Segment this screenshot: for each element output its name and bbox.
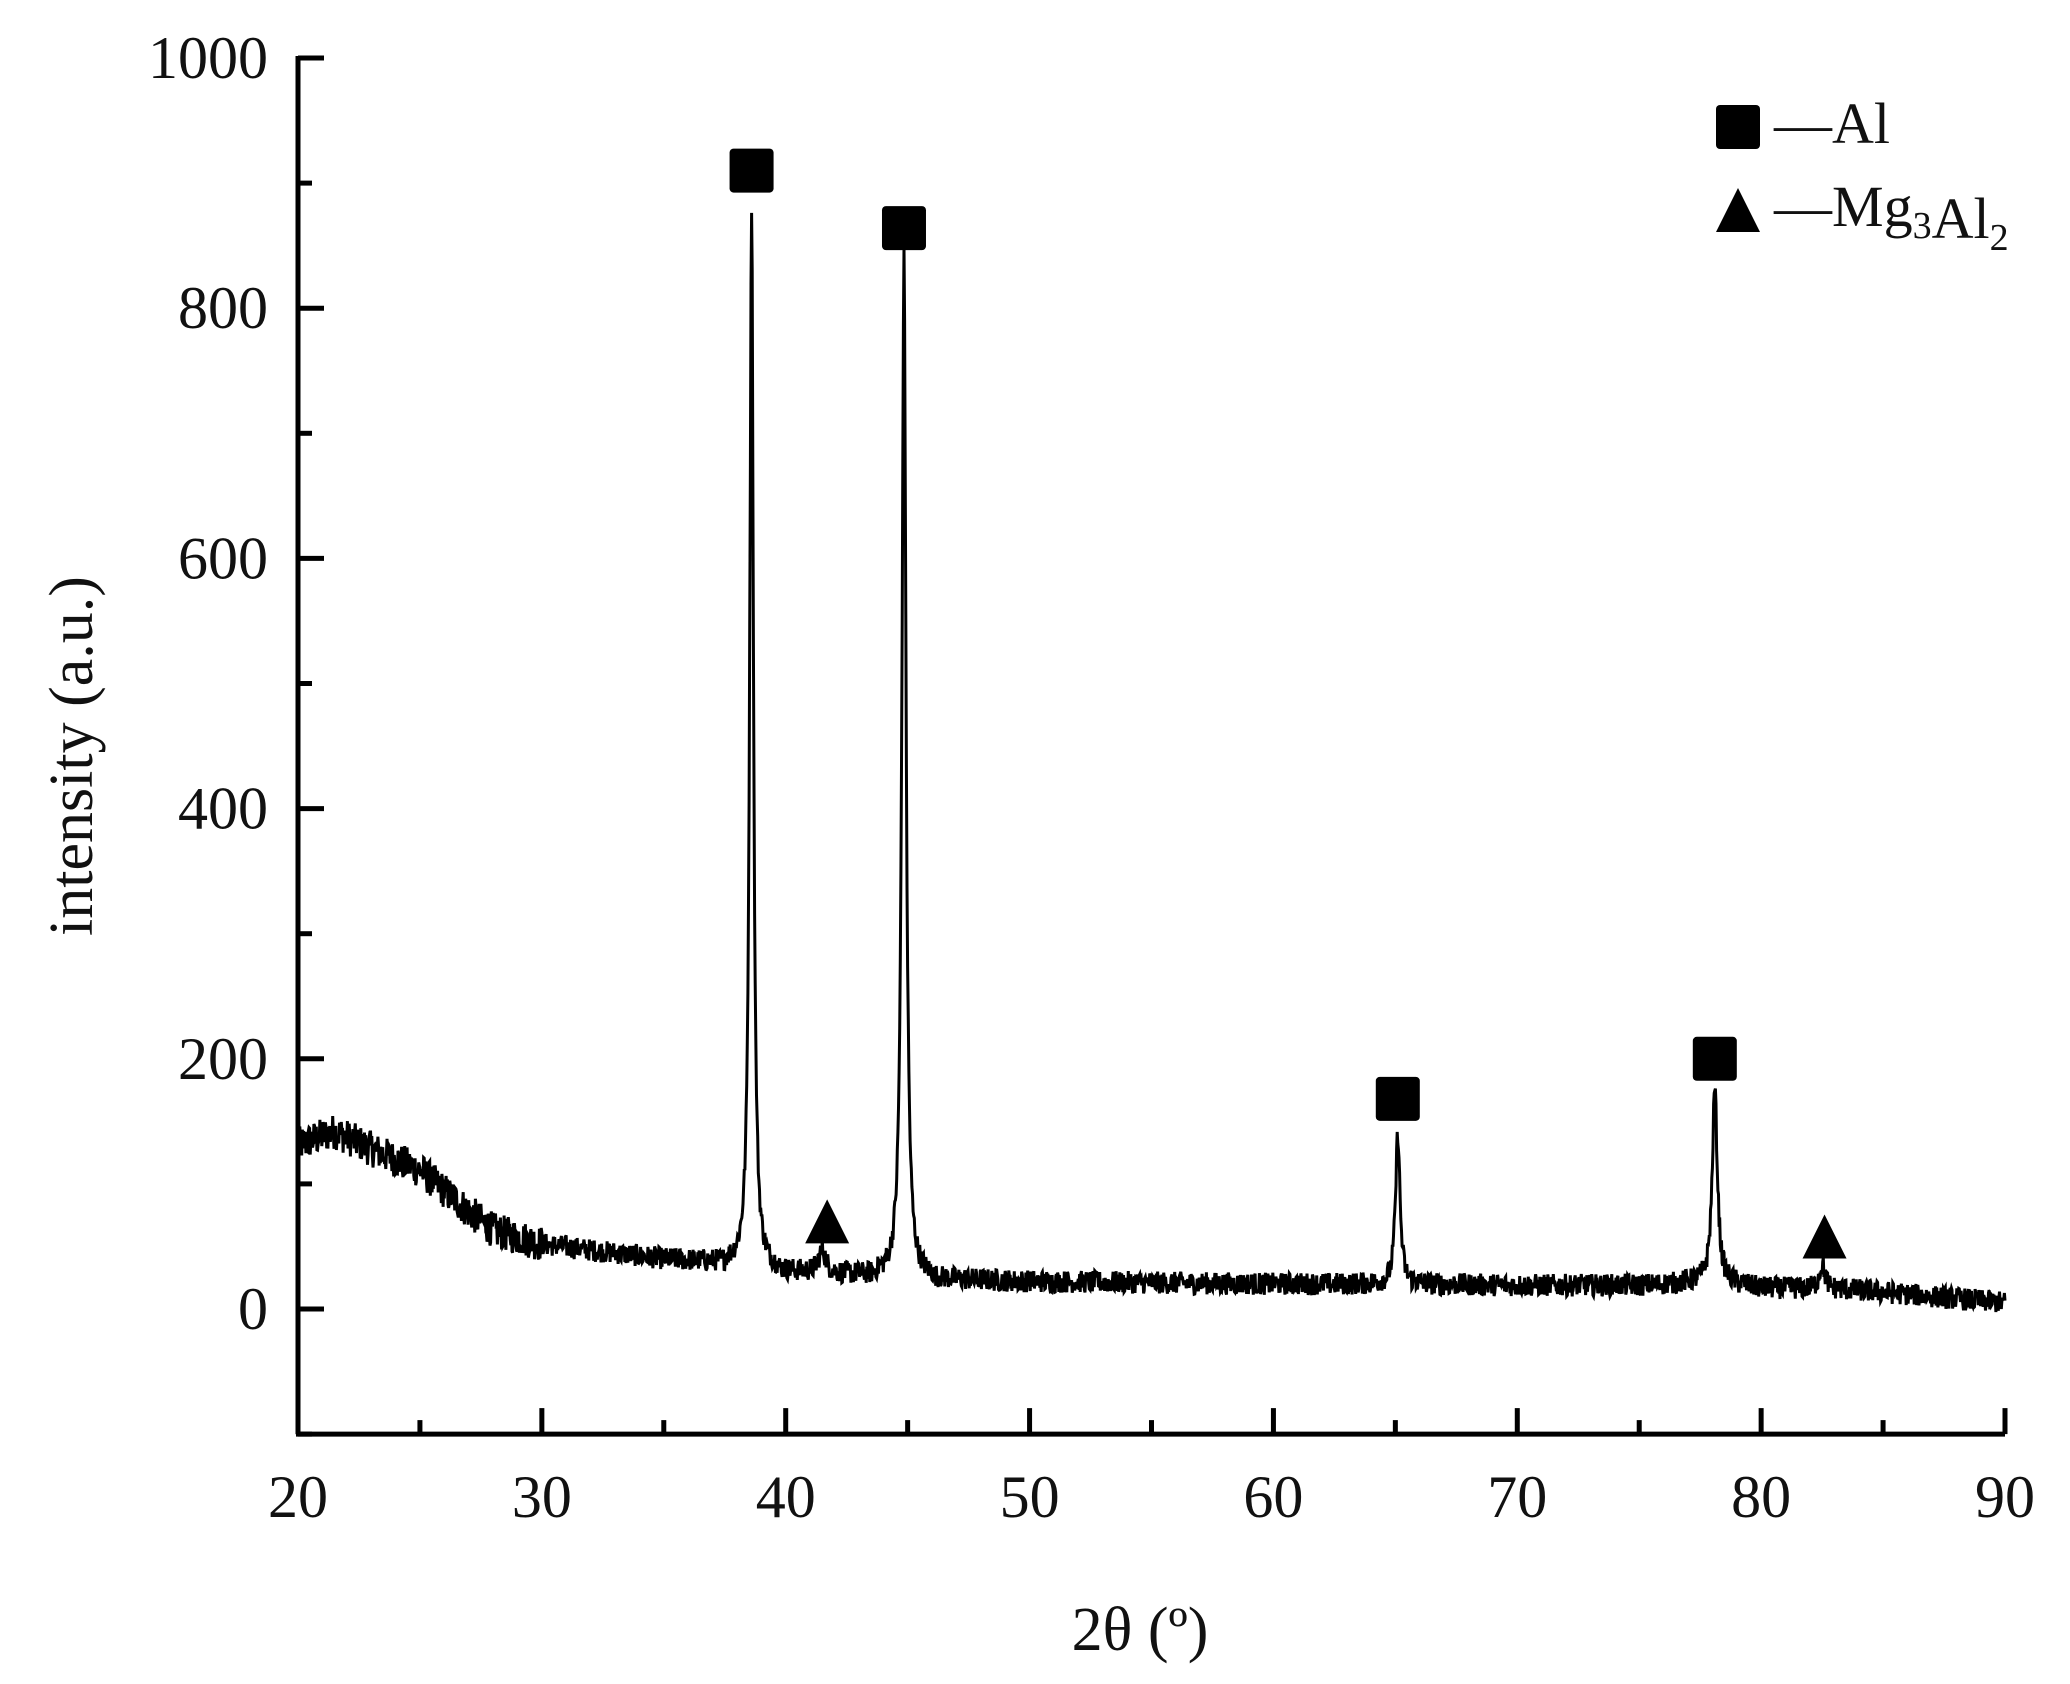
mg3al2-triangle-icon	[1802, 1214, 1847, 1259]
x-tick-label: 80	[1731, 1464, 1791, 1530]
x-tick-label: 60	[1243, 1464, 1303, 1530]
y-tick-label: 800	[178, 275, 268, 341]
phase-markers	[729, 148, 1847, 1259]
x-tick-label: 30	[512, 1464, 572, 1530]
legend-square-icon	[1716, 105, 1760, 149]
y-tick-labels: 0 200 400 600 800 1000	[148, 25, 268, 1342]
al-square-icon	[1375, 1076, 1420, 1121]
x-axis-label: 2θ (º)	[1072, 1596, 1209, 1664]
y-tick-label: 200	[178, 1026, 268, 1092]
mg3al2-triangle-icon	[805, 1199, 850, 1244]
x-tick-labels: 20 30 40 50 60 70 80 90	[268, 1464, 2035, 1530]
legend: —Al —Mg3Al2	[1716, 91, 2009, 259]
legend-label: —Mg3Al2	[1773, 174, 2009, 259]
al-square-icon	[881, 206, 926, 251]
legend-item-al: —Al	[1716, 91, 1890, 156]
xrd-series	[296, 212, 2007, 1313]
legend-triangle-icon	[1716, 188, 1760, 232]
x-tick-label: 90	[1975, 1464, 2035, 1530]
legend-item-mg3al2: —Mg3Al2	[1716, 174, 2009, 259]
y-tick-label: 0	[238, 1276, 268, 1342]
x-tick-label: 50	[1000, 1464, 1060, 1530]
y-tick-label: 400	[178, 776, 268, 842]
xrd-pattern-line	[296, 212, 2007, 1313]
x-tick-label: 70	[1487, 1464, 1547, 1530]
y-tick-label: 600	[178, 525, 268, 591]
x-tick-label: 20	[268, 1464, 328, 1530]
y-axis-label: intensity (a.u.)	[38, 576, 106, 936]
legend-label: —Al	[1773, 91, 1890, 156]
y-tick-label: 1000	[148, 25, 268, 91]
al-square-icon	[729, 148, 774, 193]
x-tick-label: 40	[756, 1464, 816, 1530]
al-square-icon	[1692, 1036, 1737, 1081]
axes	[295, 55, 2008, 1437]
